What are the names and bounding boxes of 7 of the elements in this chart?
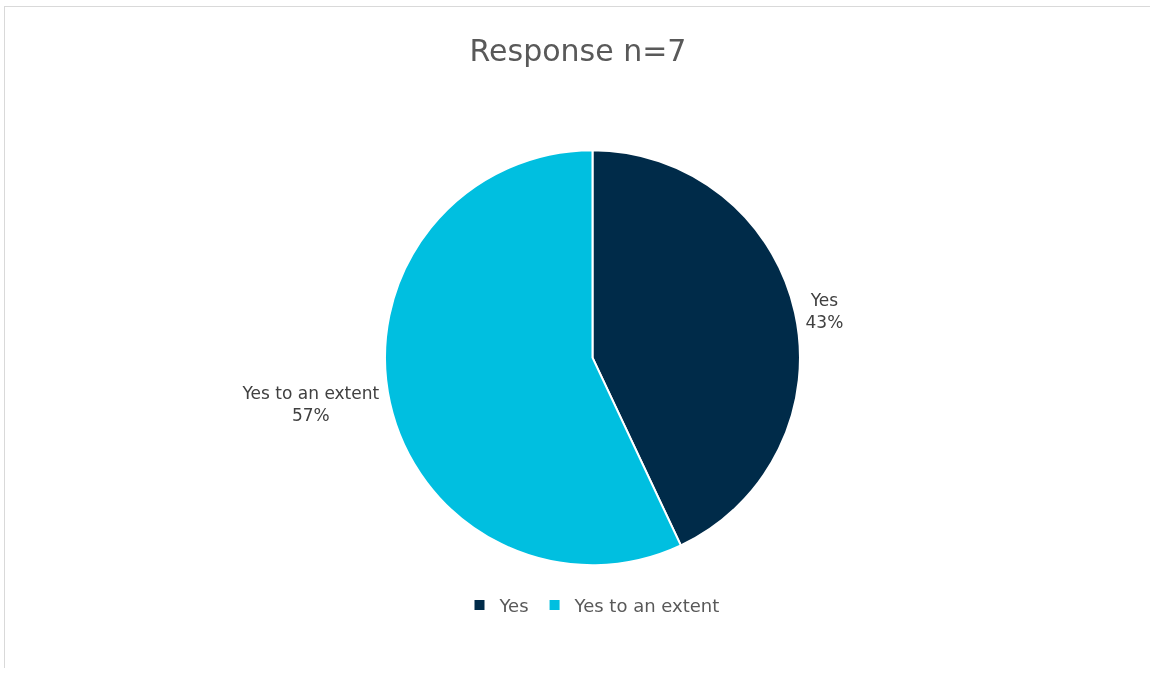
legend-label: Yes to an extent xyxy=(573,594,720,616)
data-label: 43% xyxy=(805,312,844,333)
data-label: 57% xyxy=(291,404,330,425)
legend-label: Yes xyxy=(498,594,529,616)
slice-label: Yes xyxy=(809,290,839,311)
slice-label: Yes to an extent xyxy=(241,382,380,403)
chart-title: Response n=7 xyxy=(469,33,687,69)
